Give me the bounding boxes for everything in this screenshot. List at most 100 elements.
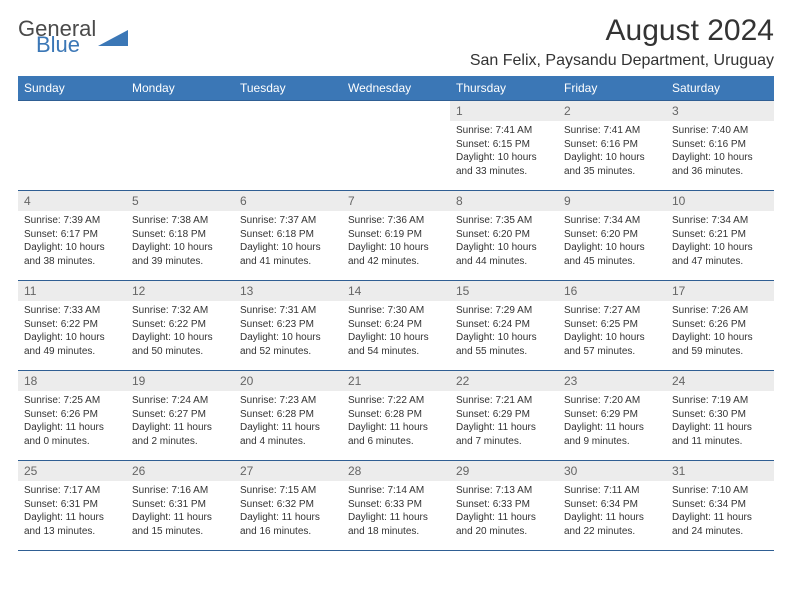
sunset-line: Sunset: 6:27 PM <box>132 408 228 422</box>
bottom-rule <box>18 550 774 551</box>
sunset-line: Sunset: 6:33 PM <box>348 498 444 512</box>
daylight-line: Daylight: 11 hours and 18 minutes. <box>348 511 444 538</box>
day-cell: 10Sunrise: 7:34 AMSunset: 6:21 PMDayligh… <box>666 190 774 280</box>
daylight-line: Daylight: 11 hours and 15 minutes. <box>132 511 228 538</box>
weekday-header-row: SundayMondayTuesdayWednesdayThursdayFrid… <box>18 76 774 100</box>
sunset-line: Sunset: 6:30 PM <box>672 408 768 422</box>
day-cell: 21Sunrise: 7:22 AMSunset: 6:28 PMDayligh… <box>342 370 450 460</box>
day-number: 2 <box>558 101 666 121</box>
sunrise-line: Sunrise: 7:24 AM <box>132 394 228 408</box>
day-number: 17 <box>666 281 774 301</box>
day-number: 29 <box>450 461 558 481</box>
day-number: 30 <box>558 461 666 481</box>
day-cell: 20Sunrise: 7:23 AMSunset: 6:28 PMDayligh… <box>234 370 342 460</box>
day-details: Sunrise: 7:25 AMSunset: 6:26 PMDaylight:… <box>18 391 126 454</box>
sunrise-line: Sunrise: 7:34 AM <box>672 214 768 228</box>
sunset-line: Sunset: 6:23 PM <box>240 318 336 332</box>
day-number: 7 <box>342 191 450 211</box>
day-details: Sunrise: 7:40 AMSunset: 6:16 PMDaylight:… <box>666 121 774 184</box>
day-details: Sunrise: 7:22 AMSunset: 6:28 PMDaylight:… <box>342 391 450 454</box>
daylight-line: Daylight: 11 hours and 6 minutes. <box>348 421 444 448</box>
sunrise-line: Sunrise: 7:15 AM <box>240 484 336 498</box>
weekday-header: Monday <box>126 76 234 100</box>
sunrise-line: Sunrise: 7:20 AM <box>564 394 660 408</box>
day-details: Sunrise: 7:31 AMSunset: 6:23 PMDaylight:… <box>234 301 342 364</box>
day-details: Sunrise: 7:37 AMSunset: 6:18 PMDaylight:… <box>234 211 342 274</box>
sunrise-line: Sunrise: 7:16 AM <box>132 484 228 498</box>
sunrise-line: Sunrise: 7:35 AM <box>456 214 552 228</box>
sunrise-line: Sunrise: 7:33 AM <box>24 304 120 318</box>
empty-cell <box>234 100 342 190</box>
day-details: Sunrise: 7:11 AMSunset: 6:34 PMDaylight:… <box>558 481 666 544</box>
day-number: 6 <box>234 191 342 211</box>
daylight-line: Daylight: 11 hours and 4 minutes. <box>240 421 336 448</box>
daylight-line: Daylight: 10 hours and 55 minutes. <box>456 331 552 358</box>
sunrise-line: Sunrise: 7:10 AM <box>672 484 768 498</box>
sunrise-line: Sunrise: 7:13 AM <box>456 484 552 498</box>
day-number: 20 <box>234 371 342 391</box>
day-details: Sunrise: 7:21 AMSunset: 6:29 PMDaylight:… <box>450 391 558 454</box>
day-number: 24 <box>666 371 774 391</box>
day-number: 28 <box>342 461 450 481</box>
day-cell: 23Sunrise: 7:20 AMSunset: 6:29 PMDayligh… <box>558 370 666 460</box>
day-cell: 27Sunrise: 7:15 AMSunset: 6:32 PMDayligh… <box>234 460 342 550</box>
daylight-line: Daylight: 10 hours and 41 minutes. <box>240 241 336 268</box>
day-details: Sunrise: 7:34 AMSunset: 6:21 PMDaylight:… <box>666 211 774 274</box>
day-cell: 25Sunrise: 7:17 AMSunset: 6:31 PMDayligh… <box>18 460 126 550</box>
sunset-line: Sunset: 6:17 PM <box>24 228 120 242</box>
header: General Blue August 2024 San Felix, Pays… <box>18 14 774 70</box>
daylight-line: Daylight: 10 hours and 50 minutes. <box>132 331 228 358</box>
sunset-line: Sunset: 6:16 PM <box>672 138 768 152</box>
daylight-line: Daylight: 10 hours and 49 minutes. <box>24 331 120 358</box>
day-details: Sunrise: 7:24 AMSunset: 6:27 PMDaylight:… <box>126 391 234 454</box>
sunset-line: Sunset: 6:15 PM <box>456 138 552 152</box>
calendar-page: General Blue August 2024 San Felix, Pays… <box>0 0 792 551</box>
day-cell: 12Sunrise: 7:32 AMSunset: 6:22 PMDayligh… <box>126 280 234 370</box>
day-details: Sunrise: 7:39 AMSunset: 6:17 PMDaylight:… <box>18 211 126 274</box>
day-number: 10 <box>666 191 774 211</box>
day-cell: 7Sunrise: 7:36 AMSunset: 6:19 PMDaylight… <box>342 190 450 280</box>
empty-cell <box>126 100 234 190</box>
day-details: Sunrise: 7:38 AMSunset: 6:18 PMDaylight:… <box>126 211 234 274</box>
day-cell: 1Sunrise: 7:41 AMSunset: 6:15 PMDaylight… <box>450 100 558 190</box>
day-number: 16 <box>558 281 666 301</box>
day-cell: 14Sunrise: 7:30 AMSunset: 6:24 PMDayligh… <box>342 280 450 370</box>
sunset-line: Sunset: 6:29 PM <box>456 408 552 422</box>
day-cell: 2Sunrise: 7:41 AMSunset: 6:16 PMDaylight… <box>558 100 666 190</box>
sunset-line: Sunset: 6:24 PM <box>456 318 552 332</box>
weekday-header: Saturday <box>666 76 774 100</box>
day-number: 9 <box>558 191 666 211</box>
day-details: Sunrise: 7:34 AMSunset: 6:20 PMDaylight:… <box>558 211 666 274</box>
day-number: 21 <box>342 371 450 391</box>
sunset-line: Sunset: 6:20 PM <box>456 228 552 242</box>
day-number: 8 <box>450 191 558 211</box>
sunset-line: Sunset: 6:28 PM <box>240 408 336 422</box>
daylight-line: Daylight: 10 hours and 44 minutes. <box>456 241 552 268</box>
sunrise-line: Sunrise: 7:32 AM <box>132 304 228 318</box>
sunrise-line: Sunrise: 7:19 AM <box>672 394 768 408</box>
day-cell: 3Sunrise: 7:40 AMSunset: 6:16 PMDaylight… <box>666 100 774 190</box>
sunrise-line: Sunrise: 7:40 AM <box>672 124 768 138</box>
sunrise-line: Sunrise: 7:41 AM <box>564 124 660 138</box>
daylight-line: Daylight: 10 hours and 47 minutes. <box>672 241 768 268</box>
day-number: 19 <box>126 371 234 391</box>
daylight-line: Daylight: 11 hours and 22 minutes. <box>564 511 660 538</box>
daylight-line: Daylight: 10 hours and 36 minutes. <box>672 151 768 178</box>
day-number: 14 <box>342 281 450 301</box>
day-cell: 15Sunrise: 7:29 AMSunset: 6:24 PMDayligh… <box>450 280 558 370</box>
weekday-header: Wednesday <box>342 76 450 100</box>
day-details: Sunrise: 7:41 AMSunset: 6:15 PMDaylight:… <box>450 121 558 184</box>
daylight-line: Daylight: 11 hours and 7 minutes. <box>456 421 552 448</box>
empty-cell <box>342 100 450 190</box>
sunset-line: Sunset: 6:22 PM <box>132 318 228 332</box>
daylight-line: Daylight: 11 hours and 13 minutes. <box>24 511 120 538</box>
daylight-line: Daylight: 11 hours and 2 minutes. <box>132 421 228 448</box>
day-cell: 28Sunrise: 7:14 AMSunset: 6:33 PMDayligh… <box>342 460 450 550</box>
sunrise-line: Sunrise: 7:27 AM <box>564 304 660 318</box>
day-details: Sunrise: 7:15 AMSunset: 6:32 PMDaylight:… <box>234 481 342 544</box>
daylight-line: Daylight: 10 hours and 54 minutes. <box>348 331 444 358</box>
sunrise-line: Sunrise: 7:17 AM <box>24 484 120 498</box>
day-cell: 6Sunrise: 7:37 AMSunset: 6:18 PMDaylight… <box>234 190 342 280</box>
sunrise-line: Sunrise: 7:29 AM <box>456 304 552 318</box>
sunset-line: Sunset: 6:21 PM <box>672 228 768 242</box>
